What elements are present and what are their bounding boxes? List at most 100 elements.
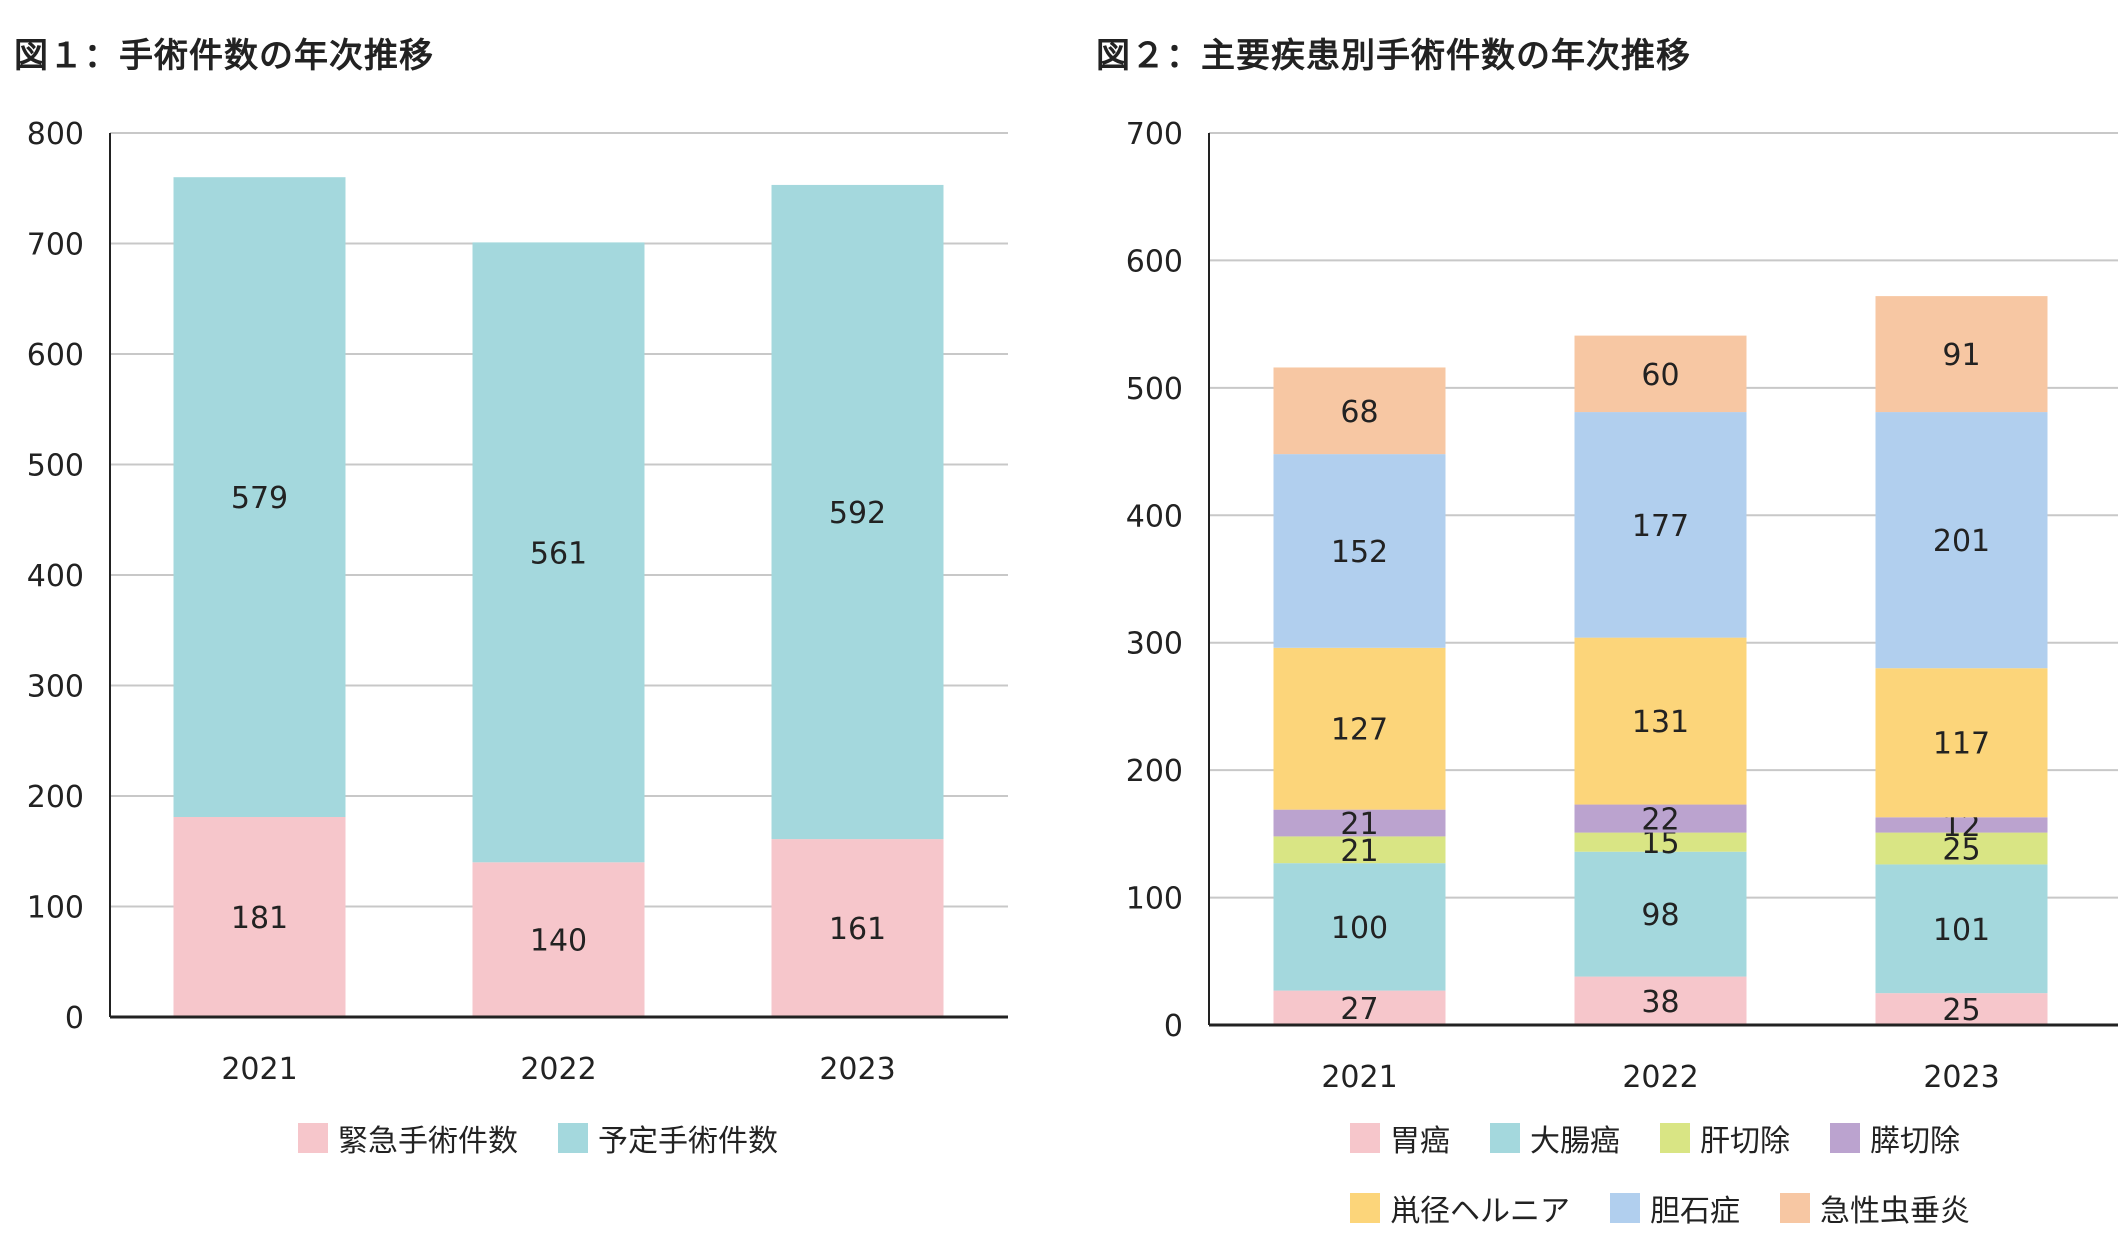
bar-segment	[472, 242, 645, 863]
legend-item: 膵切除	[1830, 1116, 1960, 1160]
data-label: 579	[231, 481, 288, 516]
x-tick-label: 2022	[1622, 1060, 1698, 1095]
data-label: 201	[1933, 524, 1990, 559]
data-label: 22	[1641, 803, 1679, 838]
bar-segment	[1574, 832, 1747, 852]
data-label: 91	[1942, 338, 1980, 373]
legend-item: 大腸癌	[1490, 1116, 1620, 1160]
legend-label: 肝切除	[1700, 1124, 1790, 1159]
data-label: 60	[1641, 358, 1679, 393]
data-label: 181	[231, 901, 288, 936]
data-label: 140	[530, 924, 587, 959]
y-tick-label: 0	[65, 1001, 84, 1036]
data-label: 21	[1340, 834, 1378, 869]
bar-segment	[1875, 832, 2048, 865]
legend-swatch	[1490, 1123, 1520, 1153]
data-label: 98	[1641, 898, 1679, 933]
y-tick-label: 300	[1126, 627, 1183, 662]
legend-swatch	[558, 1123, 588, 1153]
y-tick-label: 500	[1126, 372, 1183, 407]
bar-segment	[1875, 296, 2048, 413]
bar-segment	[472, 862, 645, 1017]
legend-item: 鼡径ヘルニア	[1350, 1186, 1570, 1230]
chart2-title: 図２：主要疾患別手術件数の年次推移	[1096, 36, 1691, 76]
chart1-plot: 0 100 200 300 400 500 600 700 800 181 579 2021 140 56…	[27, 117, 1008, 1087]
legend-label: 胆石症	[1650, 1194, 1740, 1229]
bar-segment	[1273, 454, 1446, 648]
bar-segment	[1273, 836, 1446, 864]
legend-item: 予定手術件数	[558, 1116, 778, 1160]
legend-label: 膵切除	[1870, 1124, 1960, 1159]
y-tick-label: 200	[27, 780, 84, 815]
data-label: 21	[1340, 807, 1378, 842]
y-tick-label: 700	[1126, 117, 1183, 152]
legend-swatch	[1660, 1123, 1690, 1153]
y-tick-label: 200	[1126, 754, 1183, 789]
y-tick-label: 800	[27, 117, 84, 152]
chart1-legend: 緊急手術件数 予定手術件数	[298, 1116, 998, 1186]
data-label: 100	[1331, 911, 1388, 946]
bar-segment	[1574, 976, 1747, 1025]
bar-segment	[771, 839, 944, 1017]
data-label: 561	[530, 536, 587, 571]
bar-segment	[1875, 668, 2048, 818]
data-label: 38	[1641, 985, 1679, 1020]
x-tick-label: 2023	[1923, 1060, 1999, 1095]
data-label: 25	[1942, 993, 1980, 1028]
legend-swatch	[1350, 1193, 1380, 1223]
data-label: 177	[1632, 509, 1689, 544]
data-label: 152	[1331, 535, 1388, 570]
legend-swatch	[1830, 1123, 1860, 1153]
data-label: 161	[829, 912, 886, 947]
y-tick-label: 700	[27, 228, 84, 263]
bar-segment	[1574, 804, 1747, 833]
bar-segment	[1273, 809, 1446, 837]
legend-swatch	[298, 1123, 328, 1153]
bar-segment	[1574, 637, 1747, 805]
bar-segment	[1273, 367, 1446, 455]
legend-swatch	[1610, 1193, 1640, 1223]
bar-segment	[1875, 993, 2048, 1025]
y-tick-label: 400	[27, 559, 84, 594]
bar-segment	[771, 184, 944, 840]
x-tick-label: 2021	[221, 1052, 297, 1087]
legend-swatch	[1350, 1123, 1380, 1153]
data-label: 101	[1933, 913, 1990, 948]
y-tick-label: 100	[27, 891, 84, 926]
y-tick-label: 100	[1126, 882, 1183, 917]
chart2-legend: 胃癌 大腸癌 肝切除 膵切除鼡径ヘルニア 胆石症 急性虫垂炎	[1350, 1116, 2050, 1256]
bar-segment	[1574, 851, 1747, 977]
y-tick-label: 500	[27, 449, 84, 484]
legend-label: 緊急手術件数	[338, 1124, 518, 1159]
data-label: 117	[1933, 727, 1990, 762]
legend-label: 大腸癌	[1530, 1124, 1620, 1159]
data-label: 68	[1340, 395, 1378, 430]
bar-segment	[1875, 864, 2048, 994]
bar-segment	[1273, 990, 1446, 1025]
legend-label: 予定手術件数	[598, 1124, 778, 1159]
y-tick-label: 600	[27, 338, 84, 373]
data-label: 127	[1331, 713, 1388, 748]
bar-segment	[1574, 412, 1747, 638]
data-label: 25	[1942, 833, 1980, 868]
bar-segment	[1273, 647, 1446, 810]
y-tick-label: 400	[1126, 499, 1183, 534]
legend-label: 鼡径ヘルニア	[1390, 1194, 1570, 1229]
bar-segment	[173, 177, 346, 817]
legend-swatch	[1780, 1193, 1810, 1223]
bar-segment	[1875, 817, 2048, 833]
legend-item: 急性虫垂炎	[1780, 1186, 1970, 1230]
x-tick-label: 2022	[520, 1052, 596, 1087]
y-tick-label: 600	[1126, 244, 1183, 279]
legend-item: 緊急手術件数	[298, 1116, 518, 1160]
y-tick-label: 0	[1164, 1009, 1183, 1044]
data-label: 131	[1632, 705, 1689, 740]
bar-segment	[1875, 412, 2048, 669]
legend-item: 胆石症	[1610, 1186, 1740, 1230]
legend-label: 急性虫垂炎	[1820, 1194, 1970, 1229]
legend-item: 肝切除	[1660, 1116, 1790, 1160]
bar-segment	[173, 816, 346, 1017]
legend-item: 胃癌	[1350, 1116, 1450, 1160]
x-tick-label: 2021	[1321, 1060, 1397, 1095]
